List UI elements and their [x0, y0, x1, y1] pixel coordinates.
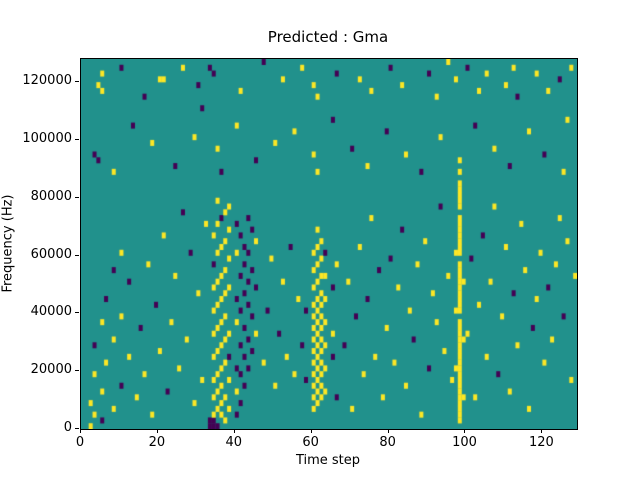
- plot-area: [80, 58, 578, 430]
- x-tick-label: 120: [528, 435, 554, 450]
- x-tick-mark: [310, 429, 312, 433]
- x-tick-label: 0: [75, 435, 85, 450]
- x-axis-label: Time step: [295, 453, 361, 468]
- y-tick-label: 80000: [30, 188, 72, 204]
- y-tick-label: 20000: [30, 362, 72, 378]
- x-tick-mark: [387, 429, 389, 433]
- x-tick-label: 60: [302, 435, 319, 450]
- x-tick-mark: [156, 429, 158, 433]
- y-tick-mark: [75, 312, 79, 314]
- y-axis-label: Frequency (Hz): [0, 194, 16, 293]
- y-tick-label: 100000: [22, 130, 72, 146]
- y-tick-mark: [75, 254, 79, 256]
- y-tick-label: 40000: [30, 304, 72, 320]
- y-tick-mark: [75, 428, 79, 429]
- y-tick-mark: [75, 81, 79, 83]
- x-tick-label: 20: [148, 435, 166, 450]
- x-tick-mark: [464, 429, 466, 433]
- y-tick-label: 0: [63, 420, 72, 435]
- y-tick-mark: [75, 196, 79, 198]
- y-tick-mark: [75, 370, 79, 372]
- x-tick-mark: [233, 429, 235, 433]
- x-tick-label: 80: [379, 435, 396, 450]
- x-tick-mark: [80, 429, 81, 433]
- y-tick-label: 120000: [22, 73, 72, 89]
- y-tick-mark: [75, 138, 79, 140]
- chart-title: Predicted : Gma: [267, 28, 389, 46]
- heatmap-canvas: [81, 59, 577, 429]
- x-tick-label: 100: [452, 435, 477, 450]
- x-tick-label: 40: [225, 435, 243, 450]
- y-tick-label: 60000: [30, 246, 72, 262]
- x-tick-mark: [541, 429, 543, 433]
